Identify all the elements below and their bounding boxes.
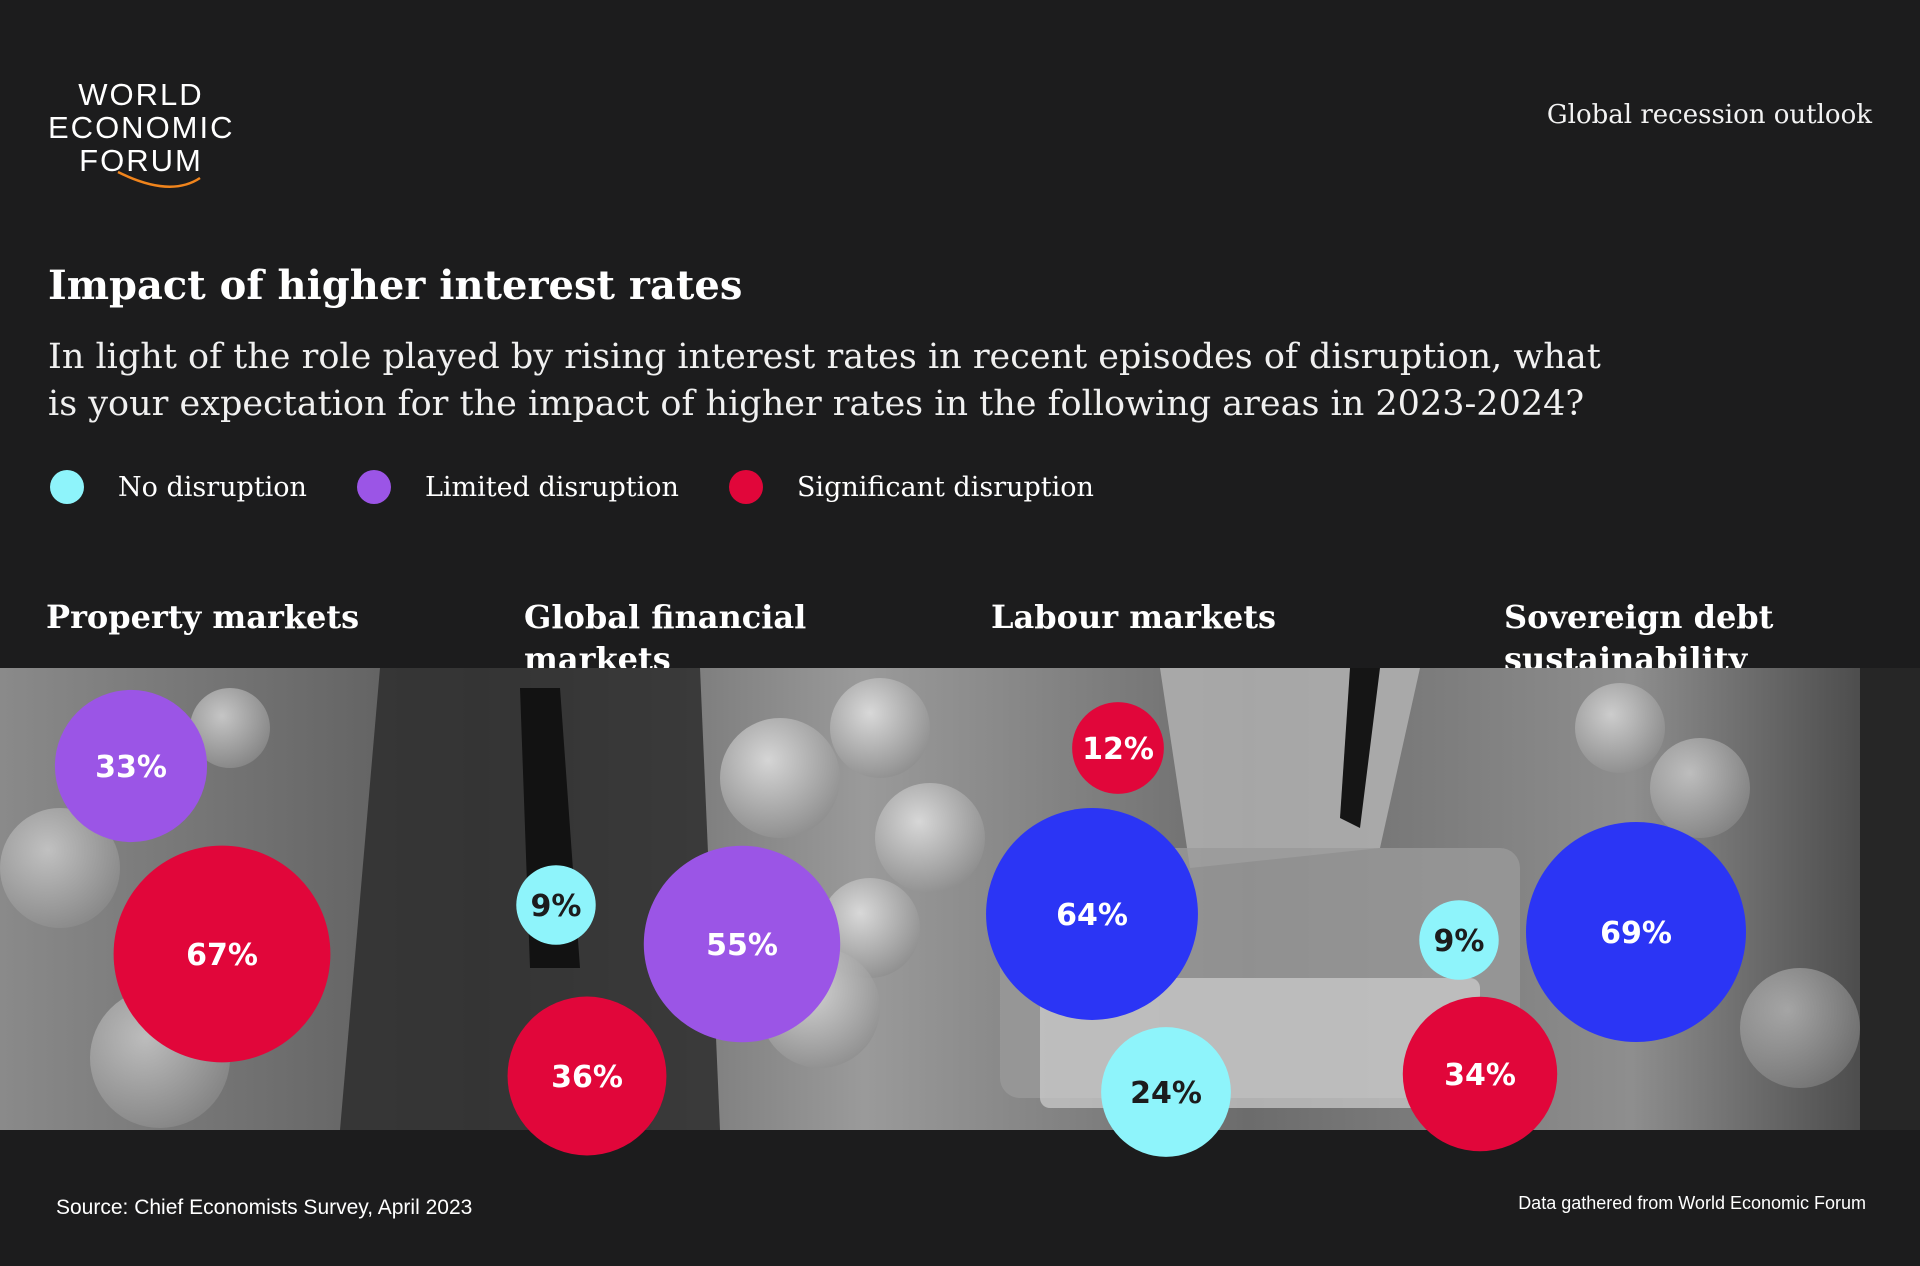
bubble-label-3-0: 9% xyxy=(1434,924,1485,959)
legend-label-none: No disruption xyxy=(118,471,307,503)
chart-title: Impact of higher interest rates xyxy=(48,262,743,309)
bubble-label-3-1: 69% xyxy=(1600,916,1672,951)
bubble-label-0-0: 33% xyxy=(95,750,167,785)
bubble-3-0 xyxy=(1419,900,1499,980)
category-title-property: Property markets xyxy=(46,598,360,636)
bubble-2-1 xyxy=(986,808,1198,1020)
bubble-1-0 xyxy=(516,865,596,945)
legend-item-significant: Significant disruption xyxy=(728,470,1094,504)
bubble-label-0-1: 67% xyxy=(186,938,258,973)
bubble-1-2 xyxy=(507,996,667,1156)
bubble-label-2-0: 12% xyxy=(1082,732,1154,767)
wef-logo: WORLD ECONOMIC FORUM xyxy=(48,78,248,198)
bubble-3-1 xyxy=(1526,822,1746,1042)
logo-line-3: FORUM xyxy=(79,143,203,178)
bubble-label-1-0: 9% xyxy=(531,889,582,924)
bubble-1-1 xyxy=(643,845,841,1043)
credit-note: Data gathered from World Economic Forum xyxy=(1518,1193,1866,1213)
legend-dot-limited xyxy=(356,470,391,504)
logo-line-1: WORLD xyxy=(78,77,204,112)
legend: No disruption Limited disruption Signifi… xyxy=(50,470,1144,504)
bubble-2-2 xyxy=(1101,1027,1231,1157)
topic-label: Global recession outlook xyxy=(1546,100,1872,130)
bubble-3-2 xyxy=(1402,996,1558,1152)
bubble-0-0 xyxy=(54,689,208,843)
legend-label-limited: Limited disruption xyxy=(424,471,679,503)
legend-label-significant: Significant disruption xyxy=(796,471,1094,503)
bubble-label-3-2: 34% xyxy=(1444,1058,1516,1093)
category-title-labour: Labour markets xyxy=(991,598,1276,636)
bubble-label-2-1: 64% xyxy=(1056,898,1128,933)
bubble-2-0 xyxy=(1072,702,1164,794)
bubble-0-1 xyxy=(113,845,331,1063)
logo-line-2: ECONOMIC xyxy=(48,110,235,145)
legend-dot-significant xyxy=(728,470,763,504)
legend-item-limited: Limited disruption xyxy=(356,470,679,504)
bubble-label-1-1: 55% xyxy=(706,928,778,963)
legend-item-none: No disruption xyxy=(50,470,307,504)
bubble-label-2-2: 24% xyxy=(1130,1076,1202,1111)
source-note: Source: Chief Economists Survey, April 2… xyxy=(56,1196,473,1219)
legend-dot-none xyxy=(50,470,84,504)
bubble-label-1-2: 36% xyxy=(551,1060,623,1095)
logo-arc-icon xyxy=(117,170,201,188)
chart-subtitle: In light of the role played by rising in… xyxy=(48,337,1601,424)
